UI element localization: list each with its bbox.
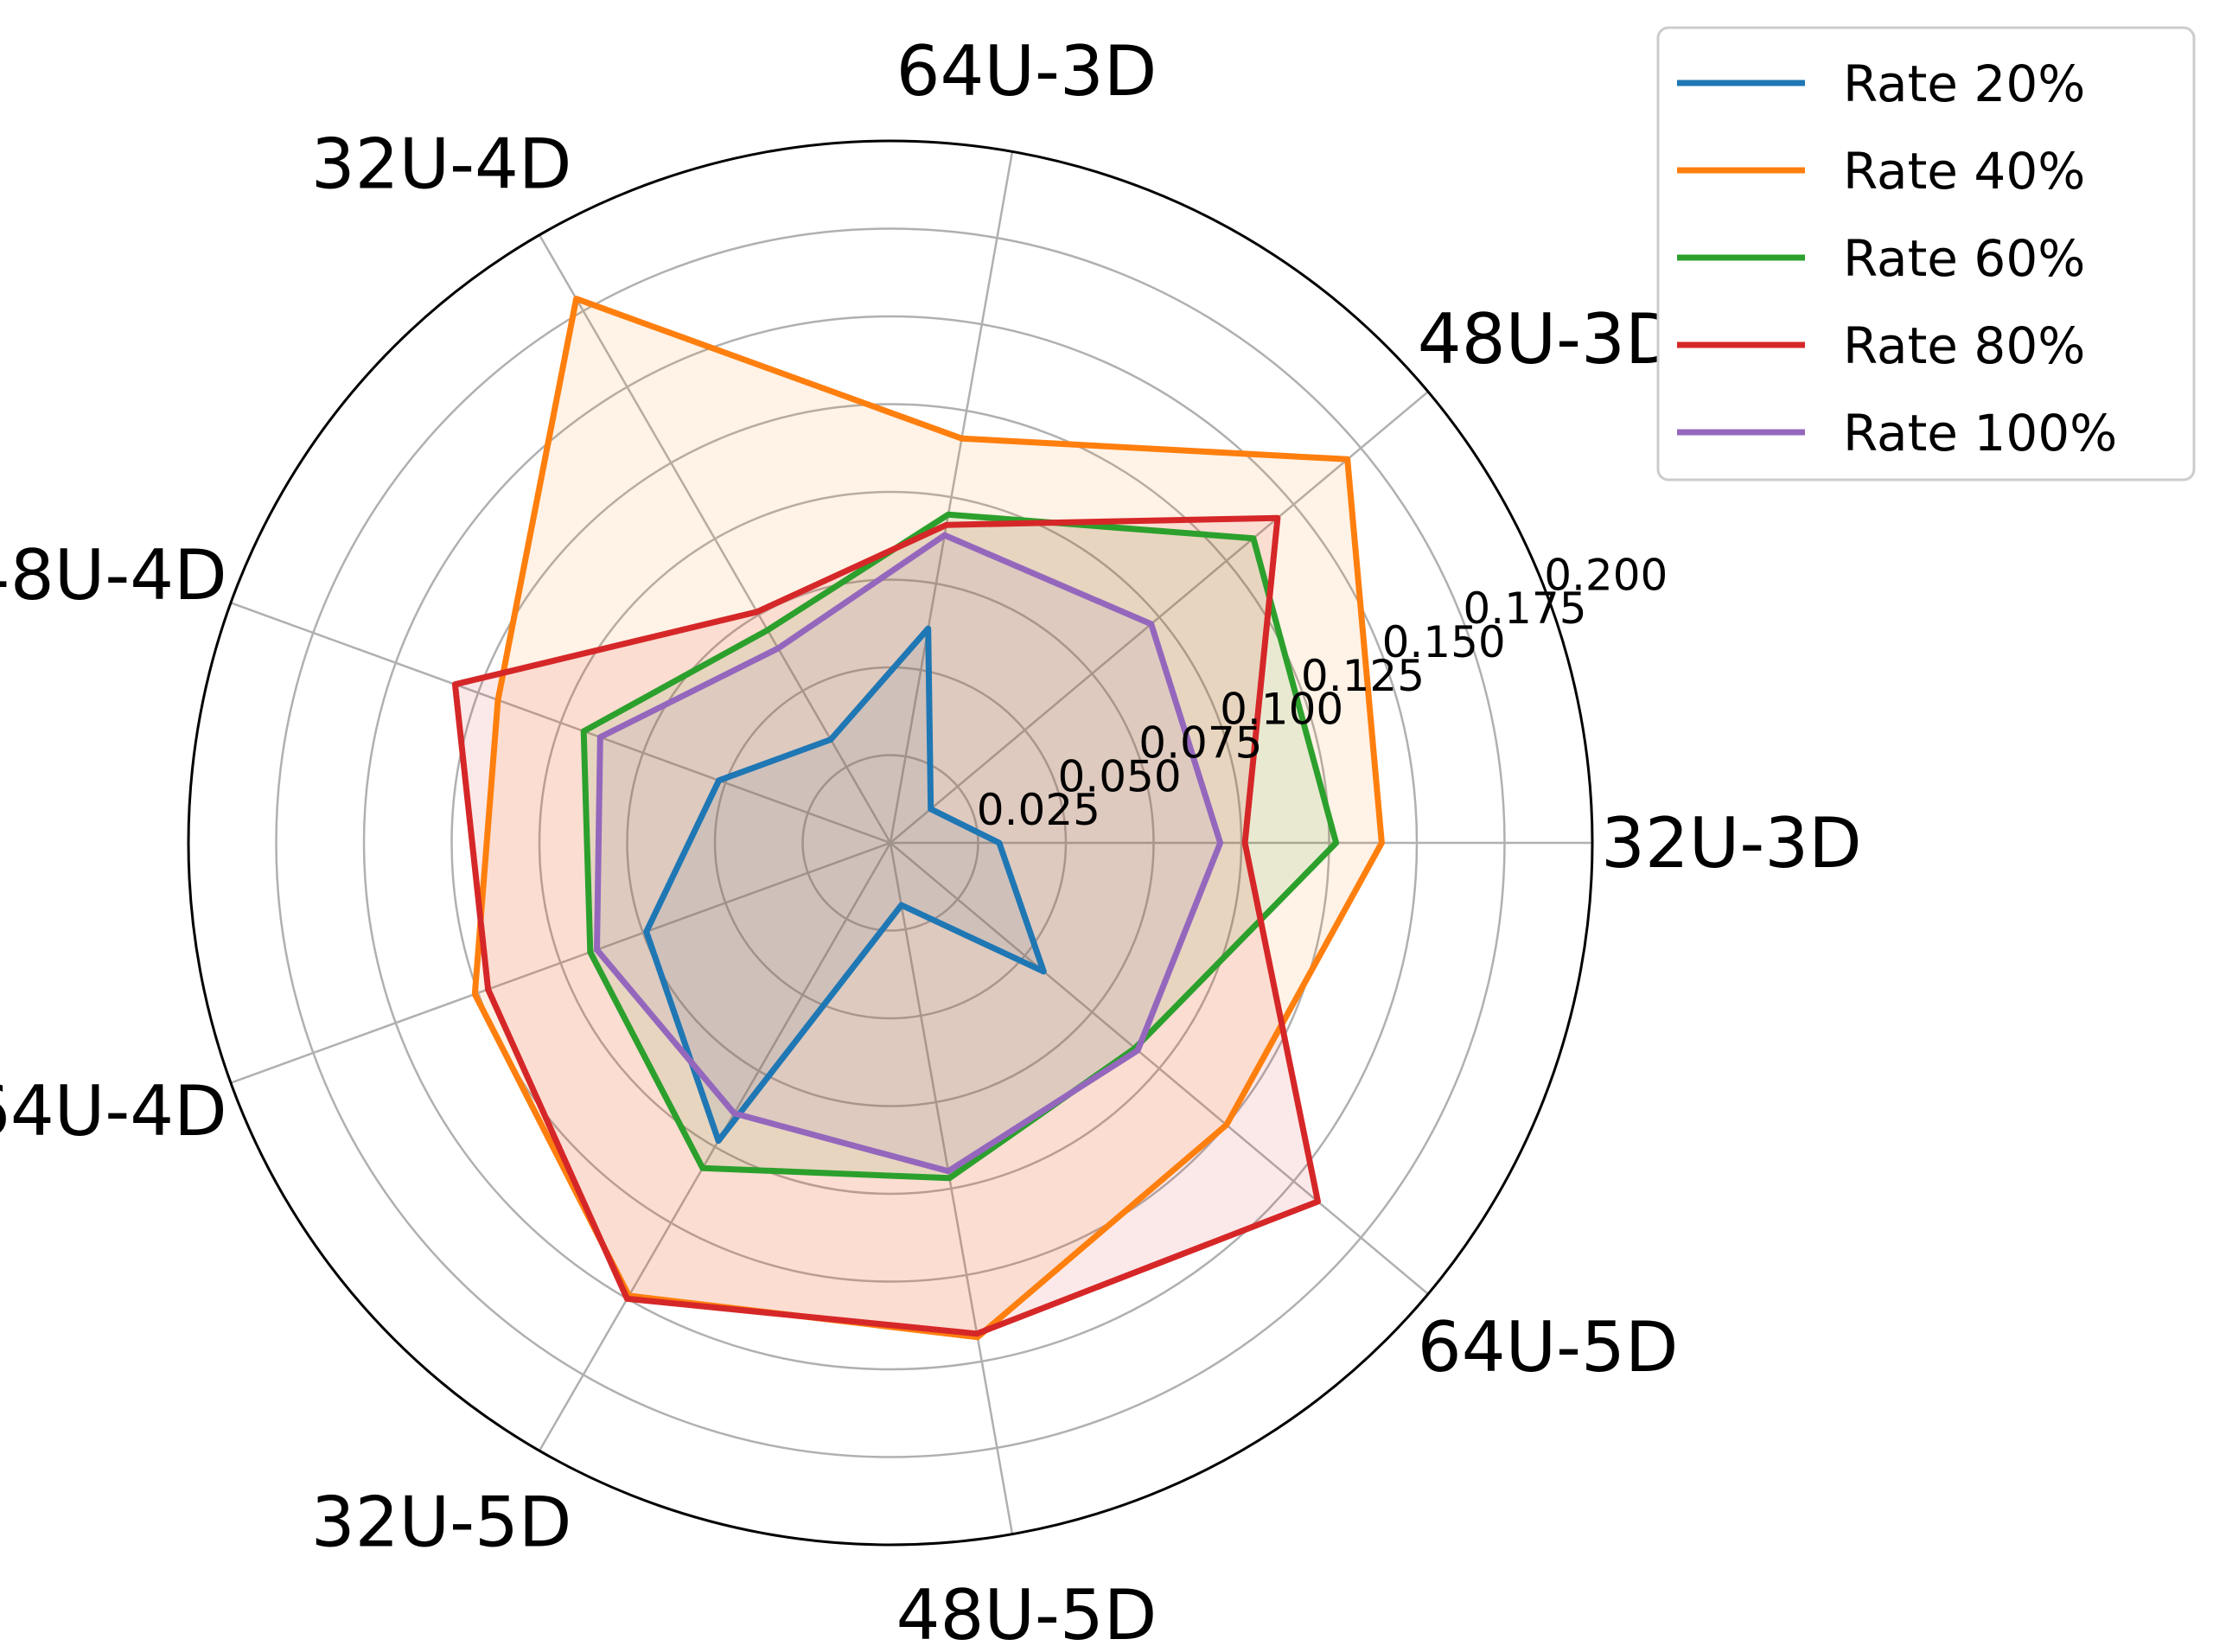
grid-spoke	[890, 842, 1429, 1295]
outer-frame	[187, 139, 1594, 1547]
tick-label: 0.125	[1301, 651, 1425, 701]
series-line-5	[594, 532, 1224, 1175]
series-fill-1	[646, 628, 1044, 1141]
tick-label: 0.200	[1544, 550, 1668, 600]
legend-label-1: Rate 20%	[1843, 54, 2085, 113]
category-label: 48U-5D	[896, 1575, 1158, 1652]
legend-label-4: Rate 80%	[1843, 316, 2085, 375]
category-label: 64U-4D	[0, 1071, 227, 1151]
category-label: 32U-3D	[1601, 803, 1862, 883]
tick-label: 0.150	[1382, 617, 1506, 667]
tick-label: 0.175	[1463, 584, 1586, 634]
grid-spoke	[230, 841, 891, 1084]
radar-series	[451, 296, 1385, 1341]
category-label: 64U-5D	[1418, 1307, 1679, 1387]
tick-label: 0.050	[1058, 751, 1182, 801]
grid-spoke	[890, 391, 1429, 844]
tick-label: 0.075	[1138, 718, 1262, 769]
tick-label: 0.025	[977, 785, 1100, 835]
series-line-1	[643, 625, 1047, 1145]
grid-spoke	[889, 151, 1014, 844]
grid-spoke	[889, 842, 1014, 1534]
legend: Rate 20% Rate 40% Rate 60% Rate 80% Rate 100…	[1656, 26, 2196, 482]
category-label: 32U-4D	[311, 124, 572, 205]
series-fill-5	[596, 535, 1221, 1171]
grid-spoke	[230, 602, 891, 845]
legend-label-3: Rate 60%	[1843, 229, 2085, 288]
legend-frame	[1656, 26, 2196, 482]
category-label: 48U-4D	[0, 535, 227, 616]
series-line-2	[471, 296, 1385, 1341]
category-label: 64U-3D	[896, 31, 1158, 112]
category-label: 48U-3D	[1418, 299, 1679, 380]
category-labels: 32U-3D 48U-3D 64U-3D 32U-4D 48U-4D 64U-4D 32U-…	[0, 31, 1862, 1652]
series-line-4	[451, 514, 1321, 1337]
category-label: 32U-5D	[311, 1483, 572, 1563]
grid-spoke	[538, 842, 892, 1451]
legend-label-2: Rate 40%	[1843, 142, 2085, 201]
legend-label-5: Rate 100%	[1843, 404, 2117, 462]
series-fill-3	[584, 514, 1336, 1178]
tick-label: 0.100	[1220, 685, 1343, 735]
